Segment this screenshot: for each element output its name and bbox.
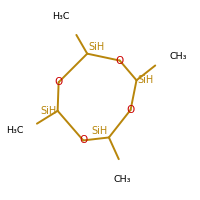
Text: SiH: SiH	[137, 75, 154, 85]
Text: SiH: SiH	[40, 106, 57, 116]
Text: O: O	[79, 135, 87, 145]
Text: O: O	[55, 77, 63, 87]
Text: CH₃: CH₃	[114, 175, 131, 184]
Text: O: O	[126, 105, 135, 115]
Text: CH₃: CH₃	[169, 52, 187, 61]
Text: O: O	[116, 56, 124, 66]
Text: H₃C: H₃C	[6, 126, 23, 135]
Text: SiH: SiH	[89, 42, 105, 52]
Text: H₃C: H₃C	[52, 12, 69, 21]
Text: SiH: SiH	[92, 126, 108, 136]
